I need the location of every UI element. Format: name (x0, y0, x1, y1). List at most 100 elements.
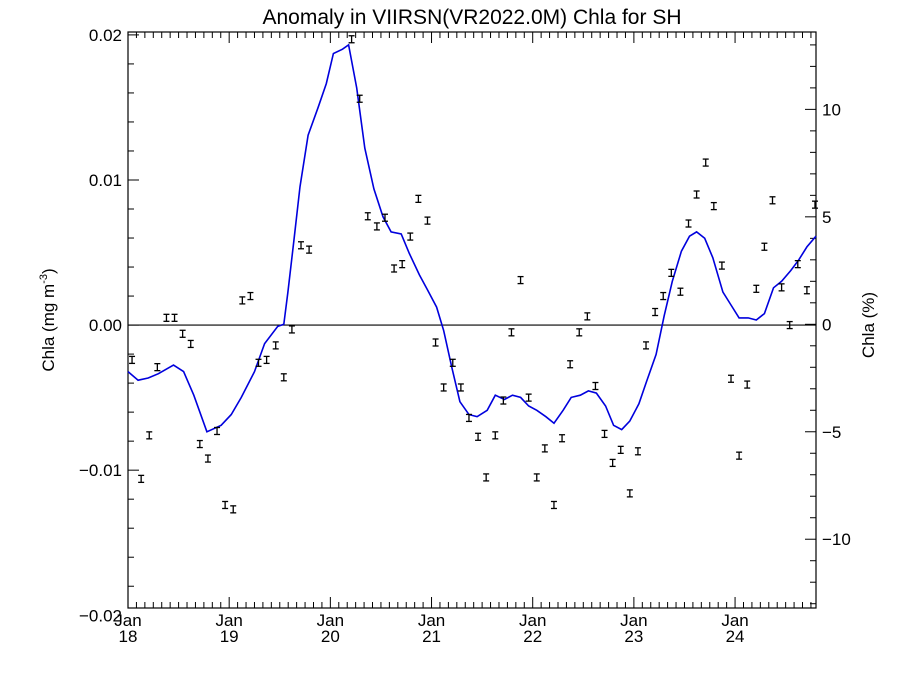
anomaly-error-bar-point (736, 451, 743, 460)
anomaly-error-bar-point (399, 259, 406, 269)
anomaly-error-bar-point (163, 313, 170, 322)
anomaly-error-bar-point (204, 454, 211, 463)
anomaly-error-bar-point (592, 381, 599, 391)
anomaly-error-bar-point (187, 339, 194, 349)
anomaly-error-bar-point (391, 264, 398, 273)
anomaly-error-bar-point (373, 222, 380, 231)
anomaly-error-bar-point (138, 474, 145, 484)
y-left-tick-label: −0.02 (79, 606, 122, 625)
anomaly-error-bar-point (668, 268, 675, 277)
anomaly-error-bar-point (483, 473, 490, 482)
anomaly-error-bar-point (634, 447, 641, 456)
x-tick-label-month: Jan (620, 611, 647, 630)
anomaly-error-bar-point (702, 158, 709, 167)
anomaly-error-bar-point (239, 296, 246, 305)
anomaly-error-bar-point (786, 320, 793, 330)
anomaly-error-bar-point (356, 94, 363, 103)
y-axis-label-left-text: Chla (mg m (39, 284, 58, 372)
x-tick-label-month: Jan (418, 611, 445, 630)
anomaly-error-bar-point (407, 232, 414, 241)
anomaly-error-bar-point (288, 325, 295, 334)
anomaly-error-bar-point (247, 291, 254, 301)
anomaly-error-bar-point (559, 434, 566, 443)
anomaly-error-bar-point (769, 196, 776, 205)
anomaly-error-bar-point (576, 328, 583, 337)
x-tick-label-year: 21 (422, 627, 441, 646)
anomaly-error-bar-point (179, 329, 186, 338)
anomaly-error-bar-point (761, 242, 768, 251)
anomaly-error-bar-point (533, 473, 540, 482)
anomaly-error-bar-point (381, 213, 388, 222)
x-tick-label-month: Jan (317, 611, 344, 630)
anomaly-error-bar-point (811, 200, 818, 209)
x-tick-label-year: 24 (726, 627, 745, 646)
anomaly-error-bar-point (660, 291, 667, 301)
anomaly-error-bar-point (617, 445, 624, 455)
anomaly-error-bar-point (601, 429, 608, 439)
anomaly-error-bar-point (677, 287, 684, 296)
anomaly-error-bar-point (643, 341, 650, 350)
anomaly-error-bar-point (753, 284, 760, 293)
anomaly-error-bar-point (457, 383, 464, 392)
anomaly-error-bar-point (508, 328, 515, 337)
anomaly-error-bar-point (744, 380, 751, 389)
x-tick-label-month: Jan (114, 611, 141, 630)
anomaly-error-bar-point (475, 432, 482, 441)
y-right-tick-label: 5 (822, 208, 831, 227)
anomaly-error-bar-point (541, 444, 548, 453)
anomaly-error-bar-point (517, 275, 524, 285)
anomaly-error-bar-point (298, 241, 305, 250)
anomaly-error-bar-point (609, 458, 616, 468)
anomaly-error-bar-point (626, 489, 633, 498)
anomaly-error-bar-point (525, 393, 532, 402)
anomaly-error-bar-point (255, 358, 262, 367)
x-tick-label-year: 19 (220, 627, 239, 646)
plot-area: 0.020.010.00−0.01−0.021050−5−10Jan18Jan1… (79, 26, 851, 646)
svg-text:Chla (mg m-3): Chla (mg m-3) (38, 268, 58, 371)
anomaly-error-bar-point (432, 338, 439, 347)
anomaly-error-bar-point (415, 194, 422, 204)
anomaly-error-bar-point (693, 190, 700, 199)
anomaly-error-bar-point (803, 286, 810, 295)
anomaly-error-bar-point (146, 431, 153, 440)
anomaly-error-bar-point (584, 312, 591, 321)
anomaly-error-bar-point (465, 413, 472, 423)
anomaly-error-bar-point (718, 261, 725, 270)
anomaly-error-bar-point (272, 341, 279, 350)
y-axis-label-left-exponent: -3 (38, 274, 50, 284)
x-tick-label-month: Jan (519, 611, 546, 630)
chart-title: Anomaly in VIIRSN(VR2022.0M) Chla for SH (263, 6, 682, 29)
anomaly-error-bar-point (424, 216, 431, 225)
anomaly-error-bar-point (567, 360, 574, 369)
x-tick-label-year: 22 (523, 627, 542, 646)
x-tick-label-year: 18 (119, 627, 138, 646)
anomaly-error-bar-point (728, 374, 735, 383)
anomaly-error-bar-point (778, 283, 785, 292)
anomaly-error-bar-point (449, 358, 456, 367)
y-axis-label-left: Chla (mg m-3) (38, 268, 58, 371)
anomaly-error-bar-point (154, 363, 161, 372)
y-right-tick-label: 10 (822, 100, 841, 119)
x-tick-label-month: Jan (721, 611, 748, 630)
y-left-tick-label: 0.01 (89, 171, 122, 190)
anomaly-error-bar-point (794, 259, 801, 269)
y-right-tick-label: −5 (822, 423, 841, 442)
x-tick-label-year: 23 (624, 627, 643, 646)
y-right-tick-label: −10 (822, 530, 851, 549)
anomaly-error-bar-point (171, 313, 178, 322)
y-left-tick-label: 0.00 (89, 316, 122, 335)
anomaly-error-bar-point (280, 373, 287, 382)
anomaly-error-bar-point (214, 426, 221, 436)
anomaly-error-bar-point (263, 355, 270, 365)
anomaly-error-bar-point (222, 500, 229, 510)
percent-anomaly-line (127, 43, 817, 433)
plot-frame (127, 31, 817, 609)
anomaly-error-bar-point (440, 383, 447, 392)
anomaly-error-bar-point (550, 500, 557, 510)
anomaly-error-bar-point (500, 396, 507, 405)
y-axis-label-right: Chla (%) (859, 292, 878, 358)
y-left-tick-label: −0.01 (79, 461, 122, 480)
anomaly-error-bar-point (364, 212, 371, 221)
anomaly-error-bar-point (230, 505, 237, 514)
